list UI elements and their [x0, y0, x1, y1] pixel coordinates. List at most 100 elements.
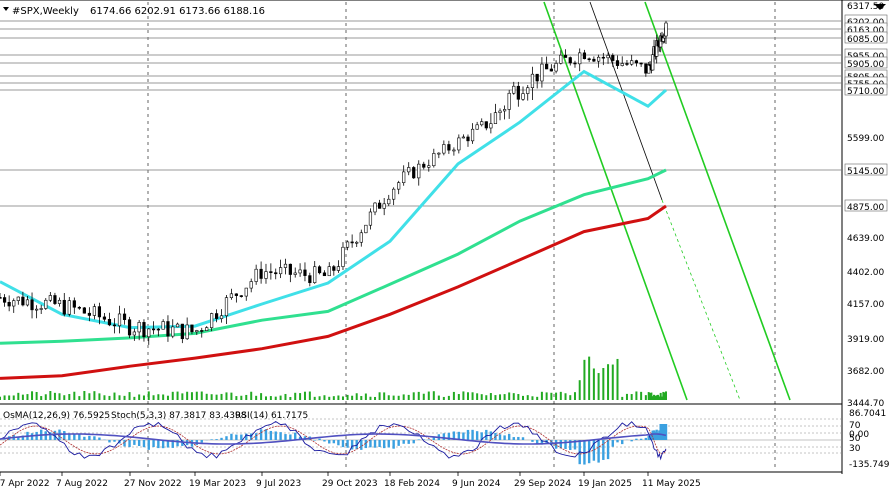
candle-body — [541, 64, 544, 81]
osma-bar — [279, 432, 281, 440]
volume-bar — [560, 392, 562, 400]
candle-body — [360, 233, 363, 242]
volume-bar — [374, 397, 376, 400]
candle-body — [412, 167, 415, 177]
osma-bar — [443, 433, 445, 440]
osma-bar — [374, 440, 376, 448]
candle-body — [260, 269, 263, 278]
osma-bar — [383, 440, 385, 448]
candle-body — [583, 53, 586, 59]
volume-bar — [379, 392, 381, 400]
volume-bar — [275, 397, 277, 400]
osma-bar — [433, 437, 435, 440]
candle-body — [191, 325, 194, 332]
volume-bar — [181, 393, 183, 400]
candle-body — [63, 300, 66, 314]
candle-body — [662, 38, 665, 41]
candle-body — [318, 267, 321, 273]
osma-bar — [133, 440, 135, 445]
osma-bar — [210, 439, 212, 440]
candle-body — [176, 324, 179, 327]
osma-bar — [113, 440, 115, 442]
rsi-label: RSI(14) 61.7175 — [235, 411, 308, 421]
volume-bar — [517, 394, 519, 400]
volume-bar — [612, 365, 614, 400]
volume-bar — [54, 393, 56, 400]
candle-body — [351, 242, 354, 243]
volume-bar — [388, 395, 390, 400]
time-tick-label: 19 Mar 2023 — [189, 479, 246, 489]
osma-bar — [408, 440, 410, 444]
volume-bar — [270, 396, 272, 400]
volume-bar — [265, 396, 267, 400]
osma-bar — [645, 438, 647, 440]
volume-bar — [124, 396, 126, 400]
time-tick-label: 9 Jul 2023 — [256, 479, 301, 489]
candle-body — [346, 242, 349, 247]
osma-bar — [78, 434, 80, 440]
candle-body — [205, 328, 208, 331]
candle-body — [378, 203, 381, 208]
volume-bar — [221, 394, 223, 400]
candle-body — [333, 267, 336, 271]
volume-bar — [494, 395, 496, 400]
osma-bar — [402, 440, 404, 444]
candle-body — [508, 93, 511, 109]
osma-bar — [98, 438, 100, 440]
osma-bar — [517, 437, 519, 440]
time-tick-label: 27 Nov 2022 — [124, 479, 182, 489]
volume-bar — [360, 396, 362, 400]
volume-bar — [621, 397, 623, 400]
candle-body — [118, 314, 121, 326]
osma-bar — [275, 431, 277, 440]
volume-bar — [230, 393, 232, 400]
candle-body — [342, 247, 345, 266]
volume-bar — [443, 397, 445, 400]
osma-bar — [83, 437, 85, 440]
osma-bar — [225, 436, 227, 440]
candle-body — [651, 55, 654, 70]
candle-body — [35, 309, 38, 310]
osma-bar — [635, 439, 637, 440]
price-tick-label: 5145.00 — [847, 167, 884, 177]
volume-bar — [319, 396, 321, 400]
volume-bar — [602, 368, 604, 400]
candle-body — [374, 203, 377, 212]
volume-bar — [588, 357, 590, 400]
candle-body — [210, 314, 213, 328]
volume-bar — [83, 391, 85, 400]
candle-body — [383, 204, 386, 209]
candle-body — [279, 268, 282, 274]
osma-bar — [346, 440, 348, 448]
volume-bar — [309, 392, 311, 400]
candle-body — [12, 301, 15, 306]
candle-body — [225, 298, 228, 316]
time-tick-label: 29 Sep 2024 — [514, 479, 571, 489]
osma-bar — [560, 440, 562, 448]
candle-body — [299, 270, 302, 273]
candle-body — [545, 64, 548, 69]
volume-bar — [645, 395, 647, 400]
osma-bar — [369, 440, 371, 447]
stoch-label: Stoch(5,3,3) 87.3817 83.4398 — [111, 411, 247, 421]
volume-bar — [40, 396, 42, 400]
volume-bar — [579, 380, 581, 400]
candle-body — [323, 273, 326, 276]
osma-bar — [220, 438, 222, 440]
candle-body — [635, 61, 638, 63]
volume-bar — [196, 392, 198, 400]
candle-body — [438, 153, 441, 154]
osma-bar — [152, 440, 154, 447]
volume-bar — [191, 392, 193, 400]
volume-bar — [88, 393, 90, 400]
volume-bar — [448, 396, 450, 400]
osma-bar — [508, 434, 510, 440]
volume-bar — [26, 394, 28, 400]
volume-bar — [113, 393, 115, 400]
volume-bar — [216, 395, 218, 400]
osma-bar — [630, 440, 632, 441]
time-tick-label: 9 Jun 2024 — [452, 479, 501, 489]
candle-body — [133, 332, 136, 335]
